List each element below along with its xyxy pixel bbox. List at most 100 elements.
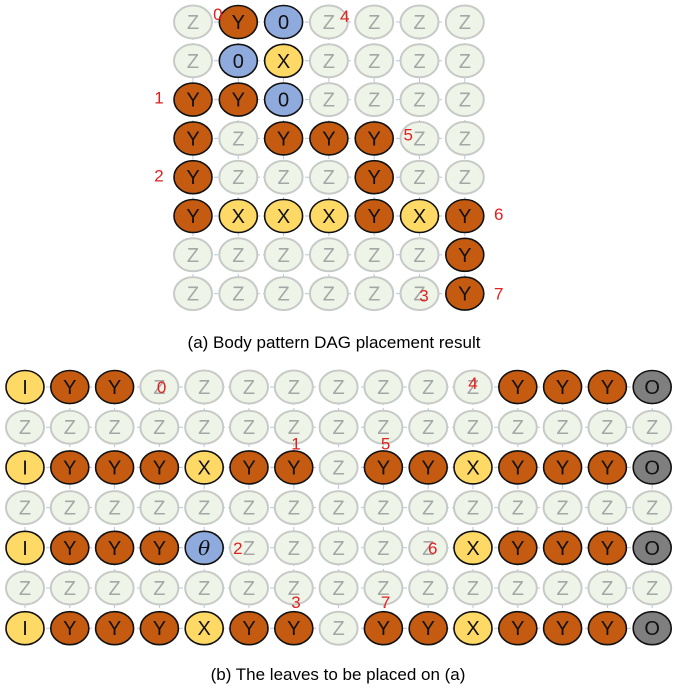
- a-node-label: 0: [278, 12, 289, 34]
- b-node-label: Z: [153, 578, 165, 600]
- a-node-circle: [173, 159, 213, 195]
- b-node-label: Y: [556, 457, 569, 479]
- b-node-label: Z: [422, 578, 434, 600]
- a-node-y: Y: [218, 82, 259, 117]
- b-node-z: Z: [184, 409, 225, 445]
- b-node-label: Z: [377, 417, 389, 439]
- a-node-circle: [173, 276, 213, 312]
- b-node-label: Z: [19, 498, 31, 520]
- b-node-label: X: [466, 618, 479, 640]
- b-node-circle: [49, 409, 90, 445]
- b-node-circle: [453, 369, 493, 405]
- a-index-label: 5: [403, 126, 412, 145]
- b-node-label: Z: [556, 498, 568, 520]
- a-node-circle: [444, 198, 485, 234]
- b-node-y: Y: [363, 610, 404, 646]
- b-node-circle: [94, 490, 135, 526]
- a-index-label: 6: [494, 205, 503, 224]
- b-node-label: Z: [288, 377, 300, 399]
- b-node-y: Y: [497, 610, 538, 646]
- a-node-z: Z: [218, 159, 259, 195]
- a-node-circle: [354, 82, 395, 118]
- b-node-label: Z: [646, 578, 658, 600]
- b-node-z: Z: [363, 530, 404, 566]
- b-index-label: 5: [381, 434, 390, 453]
- b-node-label: Z: [332, 578, 344, 600]
- b-node-label: Z: [64, 417, 76, 439]
- a-node-circle: [354, 198, 395, 234]
- a-node-y: Y: [218, 4, 259, 40]
- b-node-label: Y: [556, 538, 569, 560]
- a-node-circle: [218, 237, 259, 273]
- b-node-label: I: [22, 377, 28, 399]
- b-node-label: Z: [243, 538, 255, 560]
- b-node-circle: [408, 369, 449, 405]
- a-node-label: Z: [413, 51, 425, 73]
- panel-a-body-pattern: Z Y 0 Z Z Z ZZ 0 X Z Z Z ZY Y 0 Z Z Z ZY Z Y Y Y Z ZY Z Z Z Y Z ZY X X X Y…: [154, 4, 504, 312]
- a-node-x: X: [399, 198, 440, 234]
- a-node-circle: [444, 276, 485, 311]
- a-node-circle: [399, 237, 440, 273]
- a-node-circle: [308, 276, 349, 312]
- b-node-label: Z: [422, 417, 434, 439]
- b-index-label: 7: [381, 593, 390, 612]
- b-node-y: Y: [542, 450, 583, 485]
- b-node-z: Z: [139, 570, 180, 606]
- b-node-z: Z: [318, 369, 359, 405]
- b-node-label: Y: [63, 618, 76, 640]
- b-index-label: 2: [233, 539, 242, 558]
- b-node-z: Z: [139, 490, 180, 526]
- a-node-z: Z: [308, 4, 349, 40]
- panel-b-leaves: I Y Y Z Z Z Z Z Z Z Z Y Y Y OZ Z Z Z Z Z Z Z Z Z Z Z Z Z ZI Y Y Y X Y Y Z Y Y…: [5, 369, 673, 646]
- b-node-label: Z: [377, 498, 389, 520]
- b-node-i: I: [5, 450, 45, 485]
- b-node-z: Z: [229, 409, 269, 445]
- a-node-label: Z: [413, 167, 425, 189]
- b-node-y: Y: [139, 610, 180, 646]
- b-node-x: X: [453, 530, 493, 566]
- b-node-o: O: [632, 610, 673, 646]
- b-node-label: Y: [511, 377, 524, 399]
- a-node-y: Y: [173, 159, 213, 195]
- b-node-y: Y: [139, 450, 180, 485]
- b-node-circle: [587, 610, 628, 646]
- a-node-label: X: [413, 206, 426, 228]
- b-node-label: Z: [153, 377, 165, 399]
- b-node-z: Z: [408, 570, 449, 606]
- b-node-circle: [632, 369, 673, 405]
- a-node-label: Z: [232, 284, 244, 306]
- a-node-circle: [308, 43, 349, 79]
- b-node-label: Z: [243, 578, 255, 600]
- b-node-label: O: [644, 538, 660, 560]
- a-node-label: Z: [277, 167, 289, 189]
- b-node-y: Y: [408, 450, 449, 485]
- a-node-label: Z: [368, 284, 380, 306]
- b-node-circle: [184, 570, 225, 606]
- a-index-label: 1: [154, 89, 163, 108]
- a-node-y: Y: [444, 198, 485, 234]
- b-node-label: Z: [512, 417, 524, 439]
- b-node-label: Y: [556, 377, 569, 399]
- a-node-circle: [309, 121, 349, 156]
- a-node-circle: [308, 82, 349, 118]
- b-node-label: Y: [63, 457, 76, 479]
- b-node-o: O: [632, 450, 673, 485]
- a-index-label: 2: [154, 166, 163, 185]
- b-node-y: Y: [497, 369, 538, 405]
- a-node-circle: [263, 121, 304, 156]
- b-node-z: Z: [229, 490, 269, 526]
- b-node-circle: [632, 450, 673, 485]
- b-node-circle: [273, 490, 314, 526]
- b-node-circle: [5, 409, 45, 445]
- b-node-y: Y: [139, 530, 180, 566]
- b-node-circle: [363, 610, 404, 646]
- b-node-circle: [363, 409, 404, 445]
- a-node-label: Z: [323, 167, 335, 189]
- b-node-circle: [139, 409, 180, 445]
- b-node-label: Z: [243, 498, 255, 520]
- b-node-circle: [542, 570, 583, 606]
- b-node-label: O: [644, 457, 660, 479]
- a-node-circle: [218, 4, 259, 40]
- a-node-label: Y: [186, 128, 199, 150]
- a-node-x: X: [218, 198, 259, 234]
